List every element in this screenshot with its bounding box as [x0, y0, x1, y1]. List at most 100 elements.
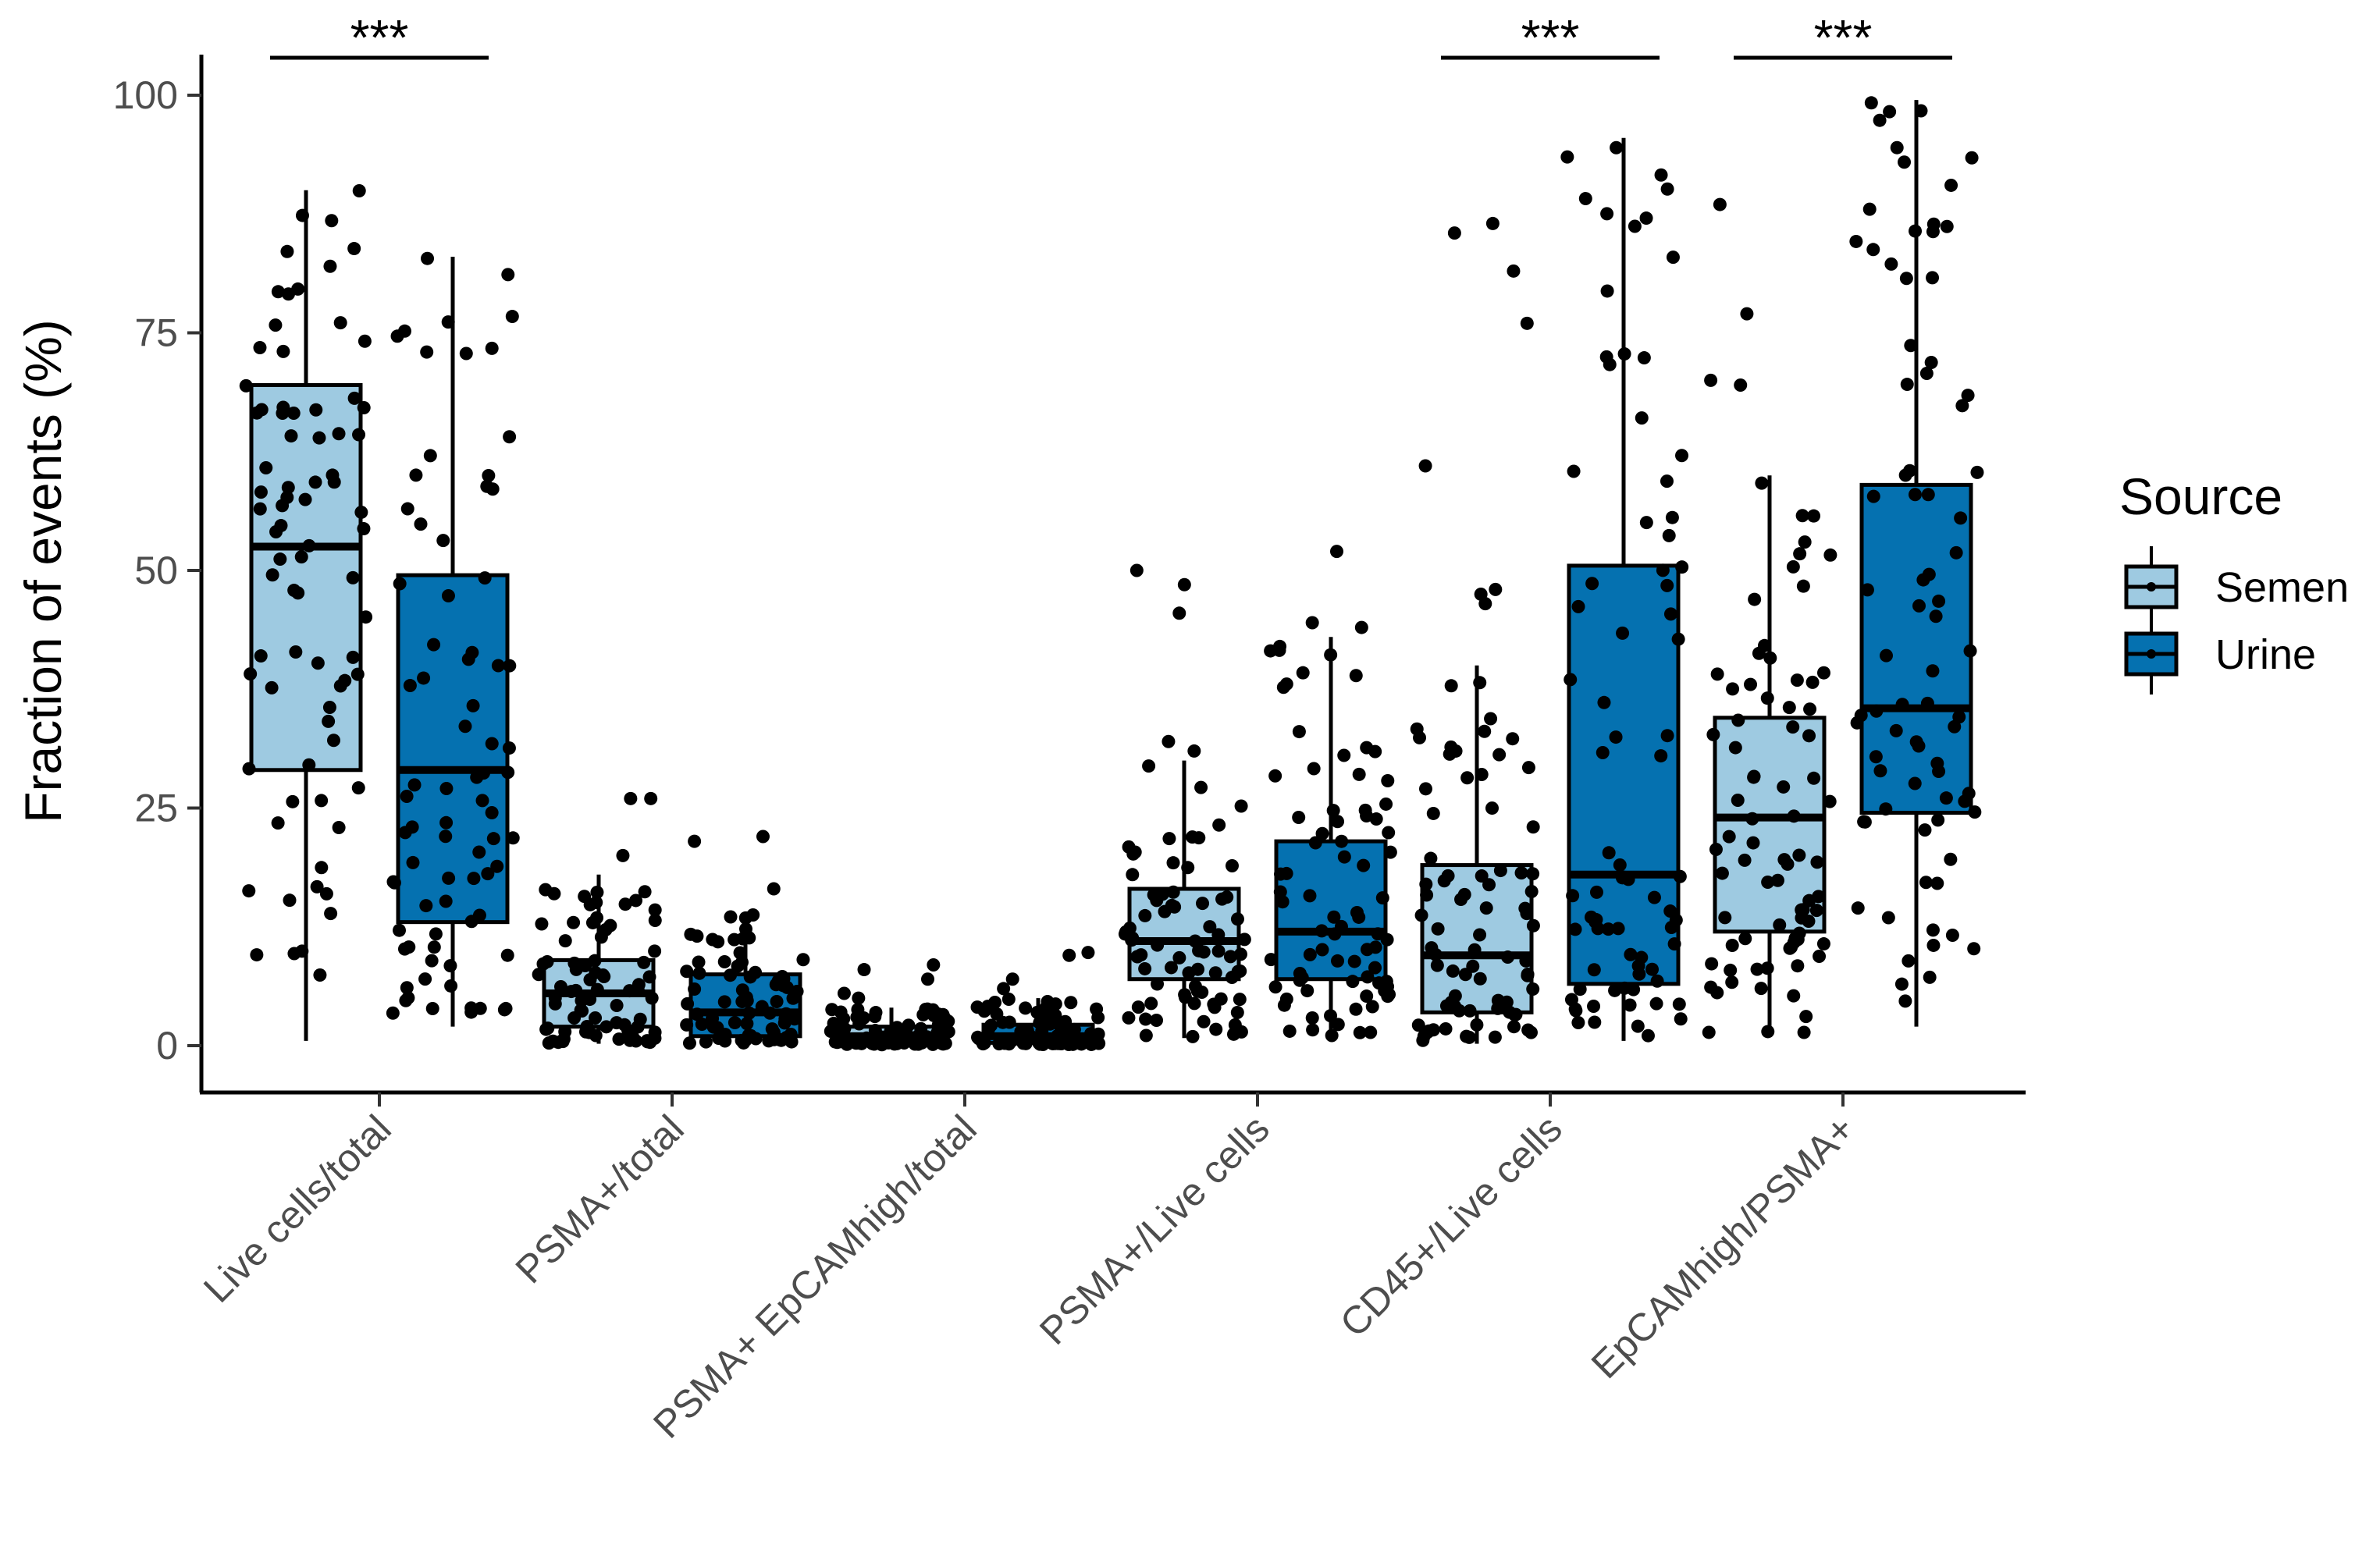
data-point	[1777, 780, 1791, 794]
data-point	[429, 927, 443, 941]
data-point	[1197, 1014, 1211, 1028]
data-point	[765, 1022, 779, 1036]
data-point	[1922, 567, 1936, 581]
data-point	[1650, 974, 1664, 988]
data-point	[1869, 750, 1883, 764]
data-point	[1900, 378, 1914, 392]
data-point	[1383, 845, 1397, 859]
data-point	[1803, 702, 1817, 716]
data-point	[265, 680, 279, 695]
data-point	[309, 403, 323, 417]
data-point	[502, 741, 516, 755]
data-point	[777, 1016, 792, 1030]
data-point	[442, 871, 456, 885]
significance-label: ***	[1814, 9, 1873, 66]
data-point	[1617, 981, 1631, 995]
data-point	[1623, 998, 1637, 1012]
data-point	[244, 667, 258, 681]
data-point	[403, 679, 417, 693]
data-point	[1873, 113, 1887, 127]
data-point	[1600, 207, 1614, 221]
legend-label-semen: Semen	[2215, 564, 2349, 611]
data-point	[824, 1024, 838, 1038]
data-point	[728, 1016, 742, 1030]
data-point	[427, 940, 441, 954]
data-point	[1602, 846, 1616, 860]
data-point	[1331, 815, 1345, 829]
data-point	[1568, 922, 1582, 936]
data-point	[1493, 864, 1507, 878]
data-point	[1704, 373, 1718, 387]
data-point	[436, 534, 450, 548]
data-point	[588, 954, 602, 968]
data-point	[692, 955, 706, 969]
data-point	[276, 406, 290, 420]
data-point	[475, 794, 489, 808]
data-point	[1921, 488, 1935, 502]
data-point	[1740, 307, 1754, 321]
data-point	[1939, 791, 1953, 805]
x-tick-label: PSMA+/total	[507, 1107, 692, 1291]
data-point	[1150, 1013, 1164, 1027]
data-point	[1671, 632, 1685, 646]
data-point	[612, 1032, 626, 1046]
data-point	[642, 970, 656, 984]
data-point	[286, 794, 300, 808]
legend: Source Semen Urine	[2119, 467, 2349, 695]
data-point	[740, 1017, 754, 1031]
data-point	[1795, 509, 1809, 523]
data-point	[425, 954, 439, 968]
data-point	[851, 1003, 865, 1017]
data-point	[547, 886, 561, 901]
data-point	[1382, 826, 1396, 840]
data-point	[1746, 836, 1760, 850]
data-point	[755, 1000, 769, 1014]
data-point	[1055, 1031, 1069, 1045]
data-point	[1763, 651, 1777, 665]
data-point	[1473, 928, 1487, 942]
data-point	[1954, 511, 1968, 525]
data-point	[1616, 626, 1630, 640]
data-point	[1573, 982, 1587, 996]
data-point	[1914, 104, 1928, 118]
data-point	[439, 815, 454, 830]
data-point	[682, 1036, 696, 1050]
data-point	[357, 522, 371, 536]
data-point	[1631, 1019, 1645, 1033]
data-point	[599, 1020, 614, 1034]
data-point	[583, 897, 597, 911]
data-point	[1738, 932, 1752, 946]
data-point	[1491, 1001, 1505, 1015]
data-point	[357, 401, 371, 415]
data-point	[1879, 802, 1893, 816]
data-point	[638, 885, 652, 899]
data-point	[308, 475, 322, 489]
data-point	[1770, 873, 1784, 887]
data-point	[1215, 892, 1229, 906]
data-point	[1489, 582, 1503, 596]
data-point	[1521, 1023, 1535, 1037]
data-point	[1209, 1022, 1223, 1036]
data-point	[310, 879, 324, 893]
data-point	[1058, 1014, 1073, 1028]
data-point	[398, 826, 412, 840]
data-point	[1641, 1028, 1655, 1043]
data-point	[1797, 1025, 1811, 1039]
data-point	[326, 468, 340, 482]
data-point	[1609, 730, 1623, 744]
data-point	[1881, 911, 1895, 925]
x-tick-label: PSMA+/Live cells	[1031, 1107, 1278, 1353]
data-point	[1560, 150, 1574, 164]
data-point	[1673, 869, 1687, 883]
data-point	[1589, 885, 1603, 899]
data-point	[1578, 192, 1592, 206]
data-point	[254, 485, 268, 499]
data-point	[553, 980, 567, 994]
data-point	[315, 861, 329, 875]
data-point	[439, 781, 454, 795]
data-point	[1798, 535, 1812, 549]
data-point	[333, 679, 347, 693]
data-point	[1635, 950, 1649, 965]
data-point	[490, 859, 504, 873]
